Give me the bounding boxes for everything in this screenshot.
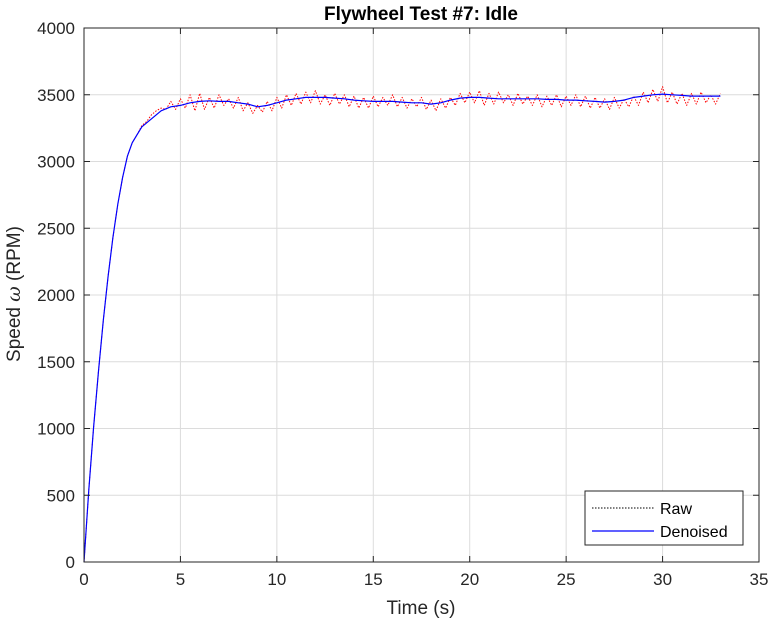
series-lines — [83, 86, 721, 563]
y-tick-label: 500 — [47, 486, 75, 505]
x-tick-label: 0 — [79, 570, 88, 589]
y-axis-label-suffix: (RPM) — [4, 226, 25, 286]
y-tick-label: 2000 — [37, 286, 75, 305]
x-tick-label: 25 — [557, 570, 576, 589]
x-tick-labels: 0 5 10 15 20 25 30 35 — [79, 570, 768, 589]
y-tick-label: 2500 — [37, 219, 75, 238]
y-tick-label: 4000 — [37, 19, 75, 38]
y-axis-label-symbol: ω — [3, 286, 25, 302]
y-tick-label: 3500 — [37, 86, 75, 105]
series-line-raw — [83, 86, 721, 563]
x-tick-label: 20 — [460, 570, 479, 589]
y-tick-label: 1000 — [37, 420, 75, 439]
legend-label-raw: Raw — [660, 501, 692, 518]
legend: Raw Denoised — [584, 490, 744, 546]
y-tick-label: 0 — [66, 553, 75, 572]
x-tick-label: 15 — [364, 570, 383, 589]
x-tick-label: 10 — [267, 570, 286, 589]
x-tick-label: 5 — [176, 570, 185, 589]
y-tick-label: 3000 — [37, 153, 75, 172]
series-line-denoised — [83, 93, 721, 563]
x-tick-label: 35 — [750, 570, 769, 589]
tick-marks — [83, 27, 760, 563]
legend-label-denoised: Denoised — [660, 524, 728, 541]
y-tick-label: 1500 — [37, 353, 75, 372]
y-axis-label-prefix: Speed — [4, 302, 25, 362]
y-axis-label: Speed ω (RPM) — [3, 226, 25, 362]
y-tick-labels: 0 500 1000 1500 2000 2500 3000 3500 4000 — [37, 19, 75, 572]
legend-box — [584, 490, 744, 546]
x-tick-label: 30 — [653, 570, 672, 589]
chart-title: Flywheel Test #7: Idle — [324, 4, 518, 25]
x-axis-label: Time (s) — [387, 598, 456, 619]
